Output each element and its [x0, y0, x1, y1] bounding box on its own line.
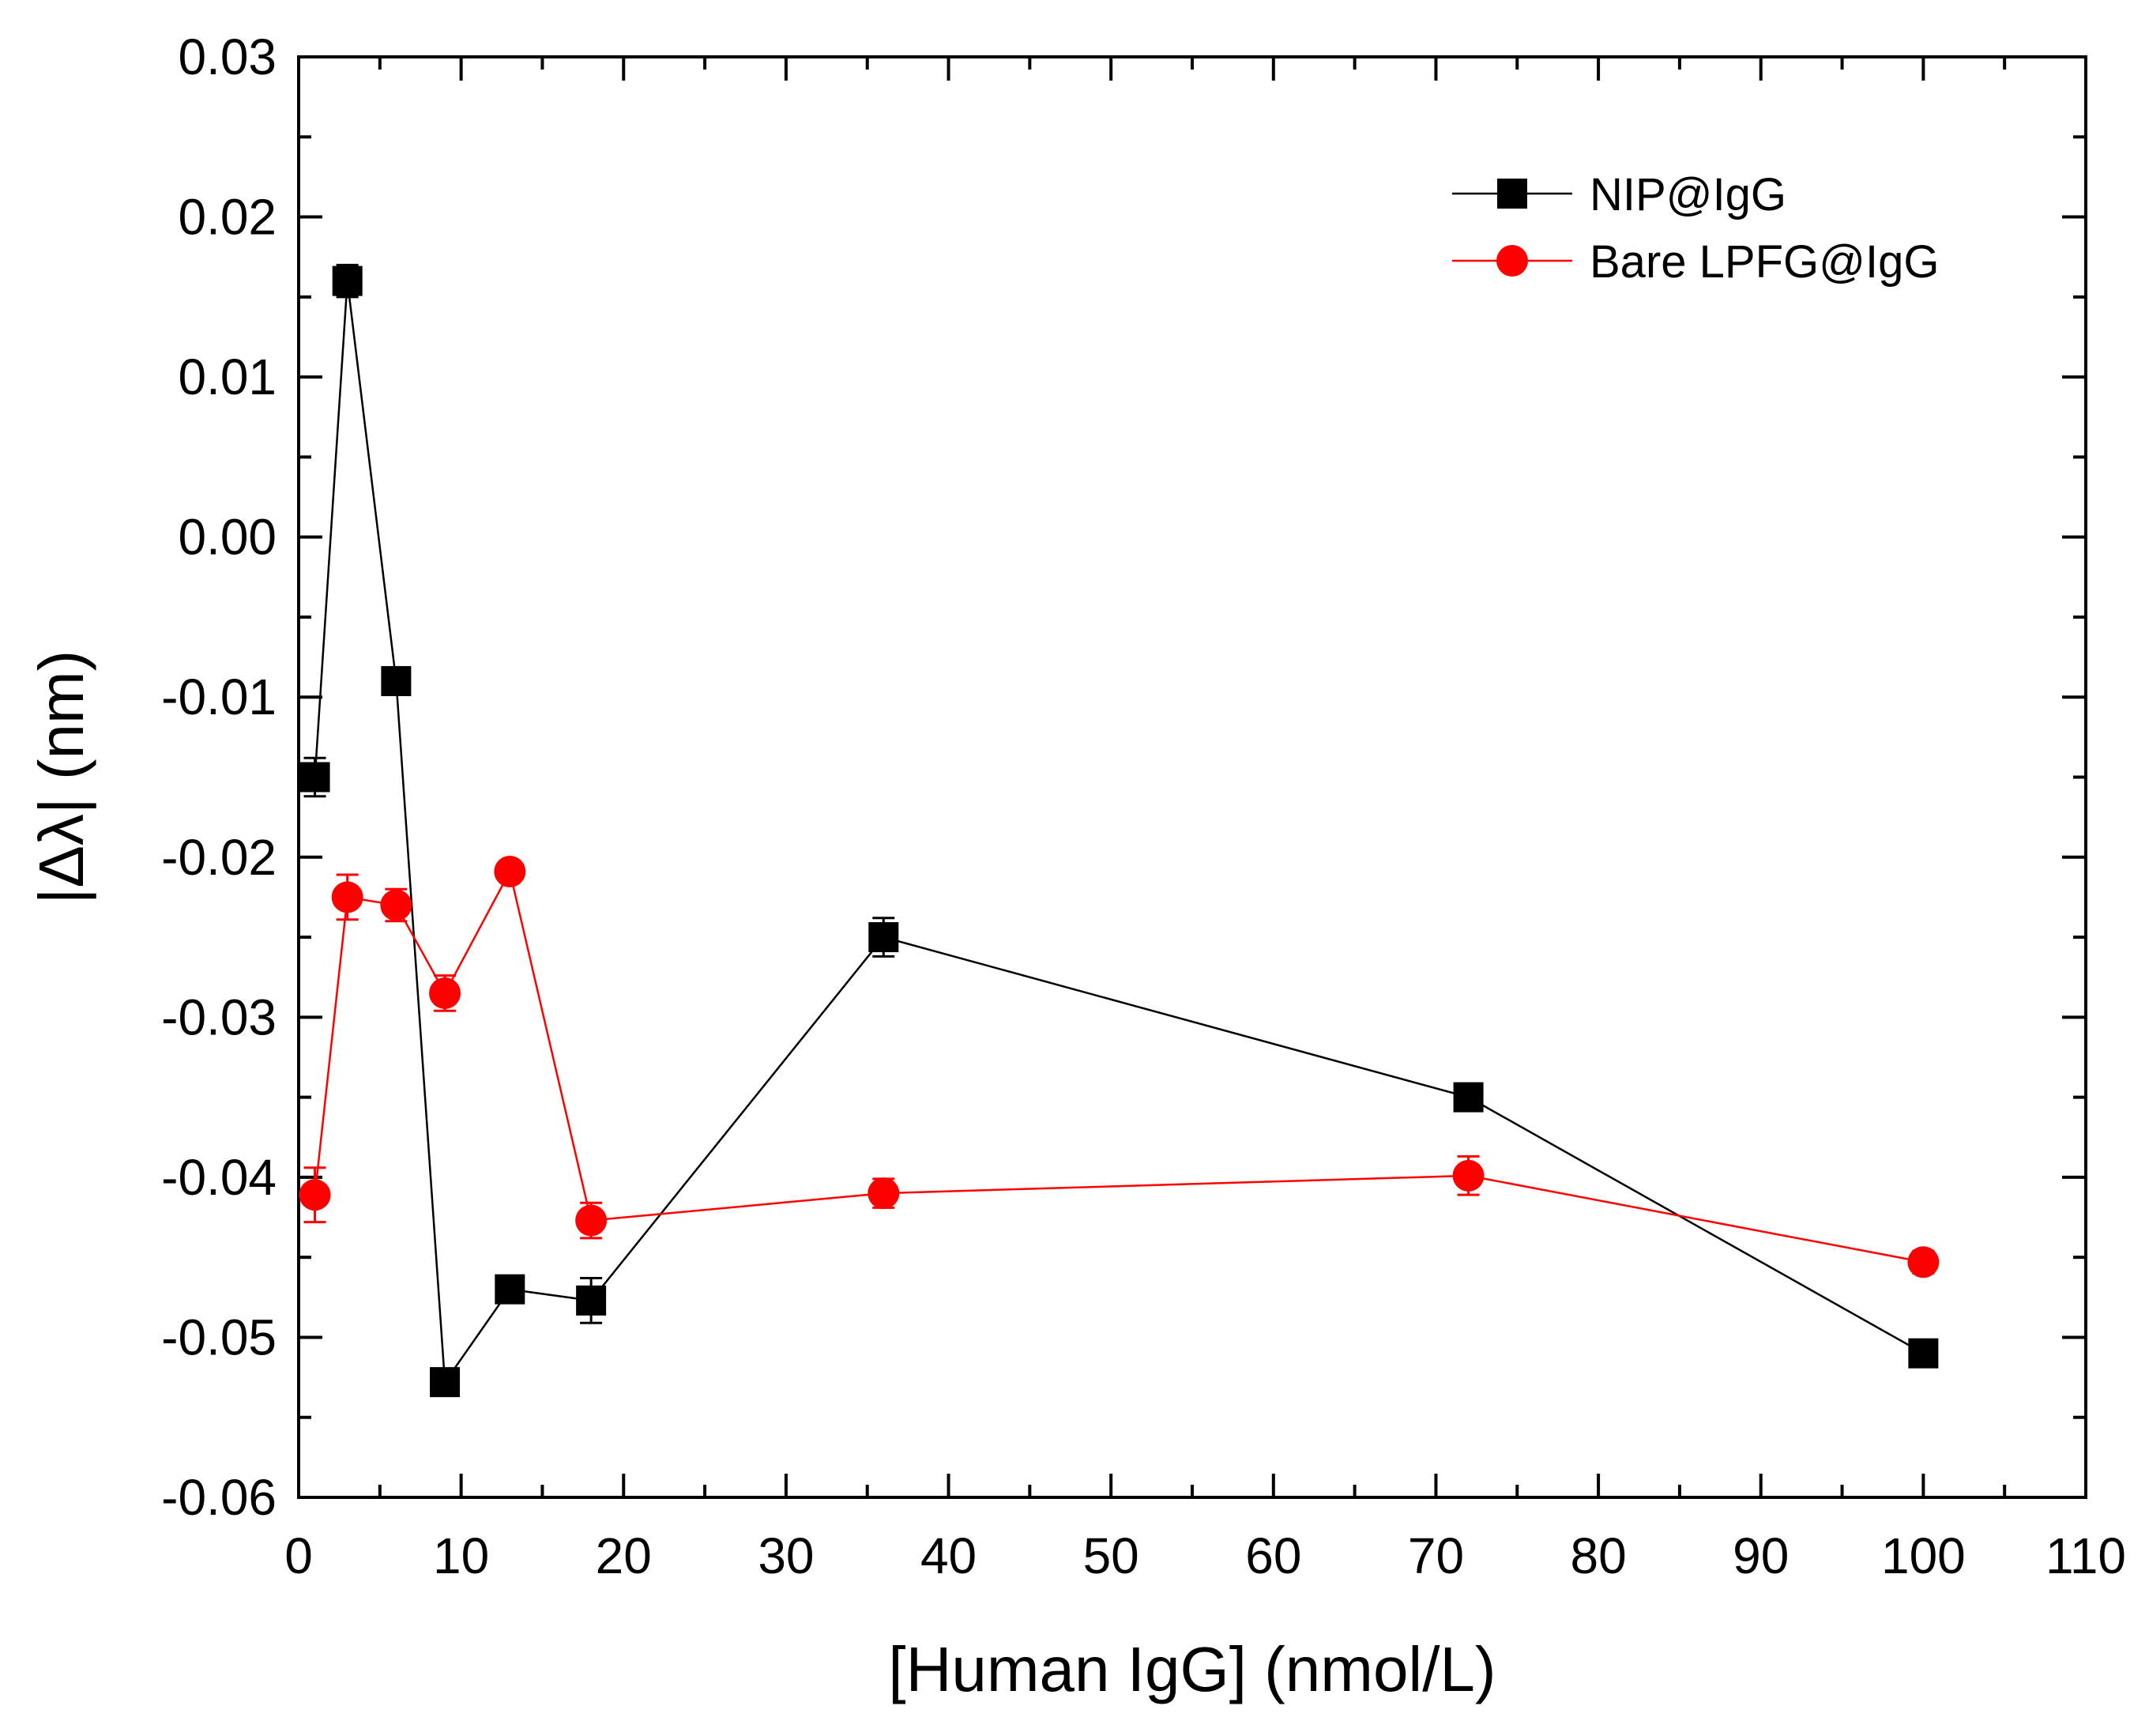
axes: 0 10 20 30 40 50 60 70 80 90 100 110 -0.06 -0.05 -0.04… [161, 28, 2126, 1584]
x-tick-label: 40 [920, 1527, 977, 1584]
y-tick-label: -0.06 [161, 1469, 277, 1526]
data-point-square [430, 1367, 461, 1398]
x-tick-label: 100 [1881, 1527, 1966, 1584]
y-tick-label: -0.05 [161, 1309, 277, 1365]
series-nip-igg [299, 263, 1939, 1398]
legend-label: NIP@IgG [1590, 169, 1786, 220]
y-tick-label: 0.00 [178, 509, 277, 566]
x-tick-label: 90 [1733, 1527, 1789, 1584]
data-point-square [868, 922, 899, 953]
data-point-square [495, 1274, 525, 1305]
data-point-circle [331, 881, 363, 913]
data-point-circle [380, 889, 412, 921]
x-tick-label: 80 [1570, 1527, 1626, 1584]
legend-item-bare-lpfg-igg: Bare LPFG@IgG [1452, 236, 1939, 288]
x-tick-label: 60 [1245, 1527, 1301, 1584]
data-point-circle [494, 856, 526, 888]
y-tick-label: -0.04 [161, 1149, 277, 1206]
x-tick-label: 110 [2046, 1527, 2126, 1584]
x-tick-label: 20 [596, 1527, 652, 1584]
data-point-circle [299, 1179, 331, 1211]
data-point-square [576, 1285, 607, 1316]
data-point-square [332, 265, 363, 296]
y-tick-label: -0.01 [161, 668, 277, 725]
legend-marker-circle [1496, 245, 1528, 277]
data-point-circle [1907, 1246, 1940, 1278]
x-tick-label: 0 [284, 1527, 313, 1584]
series-bare-lpfg-igg [299, 856, 1940, 1278]
x-tick-label: 10 [433, 1527, 489, 1584]
y-axis-title: |Δλ| (nm) [26, 650, 96, 905]
y-tick-label: 0.01 [178, 348, 277, 405]
x-tick-label: 30 [758, 1527, 814, 1584]
y-tick-label: -0.02 [161, 829, 277, 886]
data-point-square [381, 665, 412, 696]
x-tick-label: 50 [1083, 1527, 1139, 1584]
data-point-circle [575, 1204, 608, 1237]
data-series [299, 263, 1940, 1398]
legend: NIP@IgG Bare LPFG@IgG [1452, 169, 1939, 288]
x-tick-label: 70 [1408, 1527, 1464, 1584]
legend-label: Bare LPFG@IgG [1590, 236, 1939, 288]
legend-marker-square [1497, 179, 1527, 209]
y-tick-label: 0.03 [178, 28, 277, 85]
data-point-square [299, 762, 330, 793]
data-point-circle [429, 977, 461, 1009]
y-tick-label: 0.02 [178, 189, 277, 246]
y-tick-label: -0.03 [161, 989, 277, 1045]
data-point-square [1908, 1338, 1939, 1369]
data-point-circle [1452, 1159, 1485, 1192]
x-axis-title: [Human IgG] (nmol/L) [888, 1634, 1496, 1704]
data-point-circle [868, 1177, 900, 1210]
legend-item-nip-igg: NIP@IgG [1452, 169, 1786, 220]
data-point-square [1453, 1082, 1484, 1113]
